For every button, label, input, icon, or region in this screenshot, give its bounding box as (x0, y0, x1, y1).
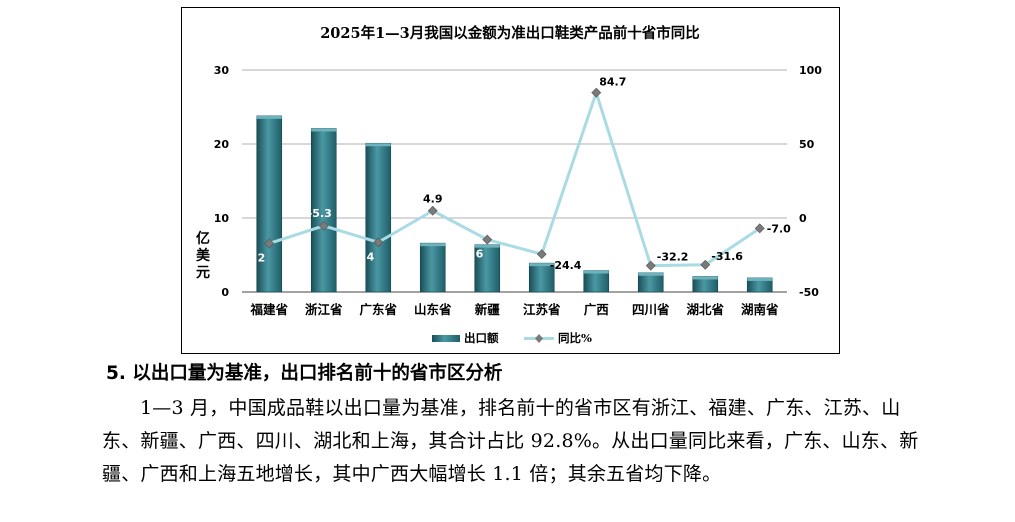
yoy-marker (645, 260, 656, 271)
left-axis-tick-label: 0 (221, 286, 229, 299)
yoy-marker (754, 223, 765, 234)
category-label: 湖南省 (741, 302, 779, 317)
bar-广西 (583, 270, 610, 293)
yoy-marker (318, 220, 329, 231)
bar-江苏省 (528, 262, 555, 293)
category-label: 山东省 (414, 302, 452, 317)
chart-title: 2025年1—3月我国以金额为准出口鞋类产品前十省市同比 (320, 24, 700, 42)
y-axis-label-char: 元 (196, 265, 210, 281)
category-label: 四川省 (632, 302, 670, 317)
bar-top-山东省 (420, 243, 446, 247)
legend-bar-swatch (432, 335, 460, 342)
left-axis-tick-label: 10 (214, 212, 230, 225)
yoy-line (268, 91, 761, 268)
section-paragraph: 1—3 月，中国成品鞋以出口量为基准，排名前十的省市区有浙江、福建、广东、江苏、… (102, 397, 919, 485)
chart-container: 2025年1—3月我国以金额为准出口鞋类产品前十省市同比 -17.2 -5.3 -1… (181, 7, 840, 354)
yoy-marker (373, 237, 384, 248)
legend-line-marker (535, 334, 543, 343)
right-axis-tick-label: 0 (799, 212, 807, 225)
bar-top-四川省 (638, 272, 664, 276)
data-label: 4.9 (423, 193, 443, 206)
yoy-marker (536, 249, 547, 260)
data-label: -14.6 (452, 248, 484, 261)
bar-福建省 (256, 115, 283, 293)
bar-top-江苏省 (529, 263, 555, 267)
legend-bar-label: 出口额 (464, 331, 499, 345)
data-label: -16.4 (343, 250, 375, 263)
bar-top-浙江省 (311, 128, 337, 132)
data-label: -31.6 (711, 250, 743, 263)
left-axis-tick-label: 30 (214, 64, 230, 77)
legend-line-label: 同比% (558, 331, 592, 345)
yoy-marker (700, 259, 711, 270)
bar-浙江省 (310, 128, 337, 293)
data-label: -24.4 (550, 259, 582, 272)
chart-legend: 出口额 同比% (432, 331, 592, 345)
data-label: -5.3 (308, 207, 332, 220)
bar-广东省 (365, 142, 392, 293)
bar-top-福建省 (256, 115, 282, 119)
right-axis-tick-label: -50 (799, 286, 819, 299)
category-label: 浙江省 (305, 302, 343, 317)
bar-top-湖北省 (692, 276, 718, 280)
bar-山东省 (419, 242, 446, 293)
data-label: -17.2 (234, 251, 266, 264)
section-heading: 5. 以出口量为基准，出口排名前十的省市区分析 (106, 363, 503, 384)
y-axis-label-char: 美 (196, 247, 211, 264)
bar-新疆 (474, 244, 501, 293)
yoy-marker (264, 238, 275, 249)
category-label: 新疆 (475, 302, 501, 317)
category-label: 福建省 (249, 302, 288, 317)
category-label: 江苏省 (523, 302, 561, 317)
data-label: -7.0 (767, 222, 791, 235)
right-axis-tick-label: 50 (799, 138, 815, 151)
data-label: 84.7 (599, 76, 626, 89)
yoy-marker (482, 234, 493, 245)
chart: 2025年1—3月我国以金额为准出口鞋类产品前十省市同比 -17.2 -5.3 -1… (196, 24, 822, 345)
category-label: 广西 (584, 302, 609, 317)
bar-top-广西 (583, 270, 609, 274)
right-axis-tick-label: 100 (799, 64, 822, 77)
bar-top-新疆 (474, 244, 500, 248)
left-axis-tick-label: 20 (214, 138, 230, 151)
bar-top-湖南省 (747, 277, 773, 281)
bar-top-广东省 (365, 143, 391, 147)
yoy-marker (427, 205, 438, 216)
y-axis-label-char: 亿 (196, 230, 210, 247)
category-label: 广东省 (359, 302, 397, 317)
data-label: -32.2 (657, 251, 689, 264)
yoy-marker (591, 87, 602, 98)
category-label: 湖北省 (686, 302, 724, 317)
